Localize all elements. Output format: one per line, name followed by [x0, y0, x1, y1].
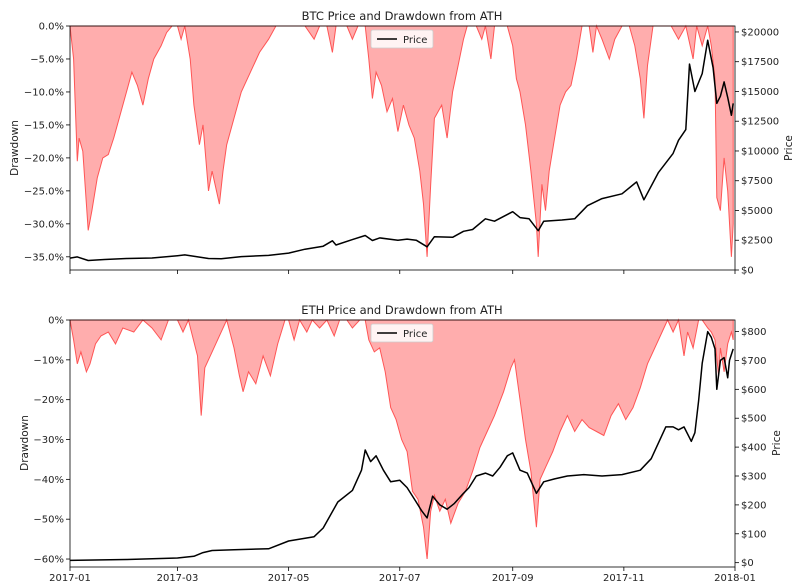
eth-panel: ETH Price and Drawdown from ATH 0% −10% −2…	[19, 303, 783, 584]
eth-right-tick-label: $600	[741, 385, 766, 396]
btc-left-tick-label: −30.0%	[24, 219, 64, 230]
eth-drawdown-area-group	[69, 318, 734, 560]
btc-left-tick-label: 0.0%	[39, 22, 64, 33]
eth-left-tick-label: −30%	[33, 435, 64, 446]
btc-right-tick-label: $12500	[741, 117, 779, 128]
eth-x-tick-label: 2017-07	[379, 573, 421, 584]
eth-right-axis-label: Price	[771, 430, 783, 456]
btc-right-tick-label: $5000	[741, 206, 773, 217]
eth-legend-label: Price	[403, 329, 427, 340]
btc-left-tick-label: −15.0%	[24, 120, 64, 131]
eth-x-axis: 2017-01 2017-03 2017-05 2017-07 2017-09 2017-…	[49, 567, 756, 584]
eth-x-tick-label: 2017-11	[603, 573, 645, 584]
eth-right-tick-label: $400	[741, 443, 766, 454]
btc-right-tick-label: $15000	[741, 87, 779, 98]
eth-legend-box	[370, 323, 434, 343]
eth-right-axis: $0 $100 $200 $300 $400 $500 $600 $700 $800	[735, 327, 766, 569]
btc-right-axis: $0 $2500 $5000 $7500 $10000 $12500 $15000 $1750…	[735, 27, 779, 277]
eth-left-tick-label: −40%	[33, 475, 64, 486]
eth-left-tick-label: −50%	[33, 515, 64, 526]
btc-right-tick-label: $10000	[741, 146, 779, 157]
eth-x-tick-label: 2017-05	[268, 573, 310, 584]
btc-chart-title: BTC Price and Drawdown from ATH	[302, 9, 503, 23]
eth-x-tick-label: 2017-03	[157, 573, 199, 584]
eth-right-tick-label: $0	[741, 558, 754, 569]
eth-plot-frame	[69, 319, 736, 568]
btc-left-tick-label: −20.0%	[24, 153, 64, 164]
eth-left-axis: 0% −10% −20% −30% −40% −50% −60%	[33, 316, 70, 566]
eth-left-tick-label: −60%	[33, 555, 64, 566]
eth-left-tick-label: −10%	[33, 355, 64, 366]
btc-right-axis-label: Price	[783, 135, 795, 161]
eth-x-tick-label: 2018-01	[714, 573, 756, 584]
btc-left-tick-label: −25.0%	[24, 186, 64, 197]
eth-right-tick-label: $700	[741, 356, 766, 367]
btc-panel: BTC Price and Drawdown from ATH 0.0% −5.0…	[9, 9, 795, 277]
btc-legend: Price	[370, 29, 434, 49]
eth-right-tick-label: $500	[741, 414, 766, 425]
eth-price-line	[69, 330, 734, 562]
eth-chart-title: ETH Price and Drawdown from ATH	[301, 303, 502, 317]
btc-legend-label: Price	[403, 35, 427, 46]
eth-price-line-group	[69, 330, 734, 562]
eth-right-tick-label: $800	[741, 327, 766, 338]
btc-left-tick-label: −35.0%	[24, 252, 64, 263]
btc-left-axis: 0.0% −5.0% −10.0% −15.0% −20.0% −25.0% −30.0% −…	[24, 22, 70, 263]
eth-x-tick-label: 2017-09	[492, 573, 534, 584]
btc-right-tick-label: $17500	[741, 57, 779, 68]
eth-drawdown-area	[69, 318, 734, 560]
btc-left-tick-label: −5.0%	[30, 54, 64, 65]
btc-price-line-group	[69, 39, 734, 262]
eth-left-axis-label: Drawdown	[19, 415, 31, 471]
btc-right-tick-label: $2500	[741, 236, 773, 247]
eth-right-tick-label: $300	[741, 472, 766, 483]
eth-right-tick-label: $100	[741, 529, 766, 540]
btc-right-tick-label: $20000	[741, 27, 779, 38]
btc-x-axis	[69, 270, 736, 274]
eth-left-tick-label: 0%	[48, 316, 64, 327]
btc-left-axis-label: Drawdown	[9, 120, 21, 176]
btc-legend-box	[370, 29, 434, 49]
eth-x-tick-label: 2017-01	[49, 573, 91, 584]
btc-plot-frame	[69, 25, 736, 271]
eth-legend: Price	[370, 323, 434, 343]
eth-right-tick-label: $200	[741, 500, 766, 511]
btc-price-line	[69, 39, 734, 262]
eth-left-tick-label: −20%	[33, 395, 64, 406]
btc-left-tick-label: −10.0%	[24, 87, 64, 98]
btc-right-tick-label: $0	[741, 266, 754, 277]
btc-right-tick-label: $7500	[741, 176, 773, 187]
